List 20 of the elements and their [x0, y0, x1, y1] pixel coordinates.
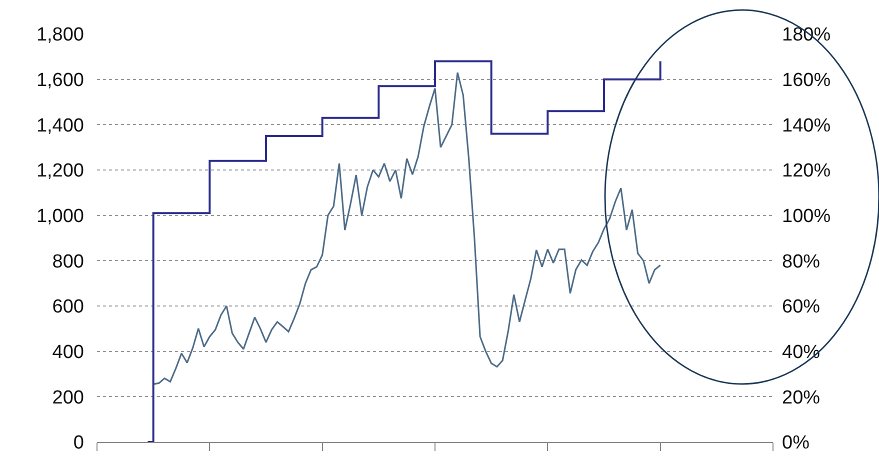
y-tick-label: 200 — [52, 387, 84, 408]
y-tick-label: 1,400 — [36, 115, 84, 136]
y2-tick-label: 100% — [782, 206, 831, 227]
y-tick-label: 1,200 — [36, 160, 84, 182]
y-tick-label: 400 — [52, 342, 84, 363]
y-tick-label: 1,800 — [36, 24, 84, 46]
y2-tick-label: 60% — [782, 296, 820, 318]
y-tick-label: 0 — [73, 432, 84, 454]
y-tick-label: 600 — [52, 296, 84, 318]
y2-tick-label: 40% — [782, 342, 820, 363]
y2-tick-label: 140% — [782, 115, 831, 136]
y-tick-label: 800 — [52, 251, 84, 272]
y-tick-label: 1,000 — [36, 206, 84, 227]
y-tick-label: 1,600 — [36, 70, 84, 91]
y2-tick-label: 160% — [782, 70, 831, 91]
y2-tick-label: 80% — [782, 251, 820, 272]
y2-tick-label: 120% — [782, 160, 831, 182]
line-series — [152, 72, 662, 385]
y2-tick-label: 20% — [782, 387, 820, 408]
y2-tick-label: 0% — [782, 432, 810, 454]
